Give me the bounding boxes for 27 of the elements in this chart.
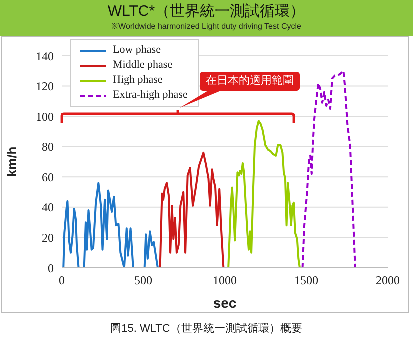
legend-label: Extra-high phase: [113, 88, 188, 103]
line-series: [157, 152, 230, 268]
y-tick-label: 0: [48, 261, 54, 276]
x-tick-label: 1500: [294, 274, 318, 288]
x-tick-label: 1000: [213, 274, 237, 288]
annotation: 在日本的適用範圍: [200, 72, 300, 91]
legend-label: Middle phase: [113, 58, 173, 73]
x-axis-title: sec: [213, 295, 237, 311]
legend-label: Low phase: [113, 43, 161, 58]
x-tick-label: 500: [134, 274, 152, 288]
y-tick-label: 80: [42, 140, 54, 154]
line-series: [228, 120, 304, 268]
y-tick-label: 20: [42, 230, 54, 245]
line-series: [62, 182, 160, 268]
y-axis-title: km/h: [4, 146, 20, 178]
y-tick-label: 140: [36, 49, 54, 64]
x-tick-label: 0: [59, 274, 65, 288]
y-tick-label: 120: [36, 80, 54, 94]
chart-title: WLTC*（世界統一測試循環）: [106, 3, 306, 21]
y-tick-label: 40: [42, 200, 54, 215]
x-tick-label: 2000: [376, 274, 400, 288]
y-tick-label: 100: [36, 110, 54, 124]
y-tick-label: 60: [42, 170, 54, 184]
chart-subtitle: ※Worldwide harmonized Light duty driving Test Cycle: [110, 21, 302, 32]
caption: 圖15. WLTC（世界統一測試循環）概要: [110, 322, 304, 336]
line-series: [302, 70, 356, 268]
legend-label: High phase: [113, 73, 163, 88]
